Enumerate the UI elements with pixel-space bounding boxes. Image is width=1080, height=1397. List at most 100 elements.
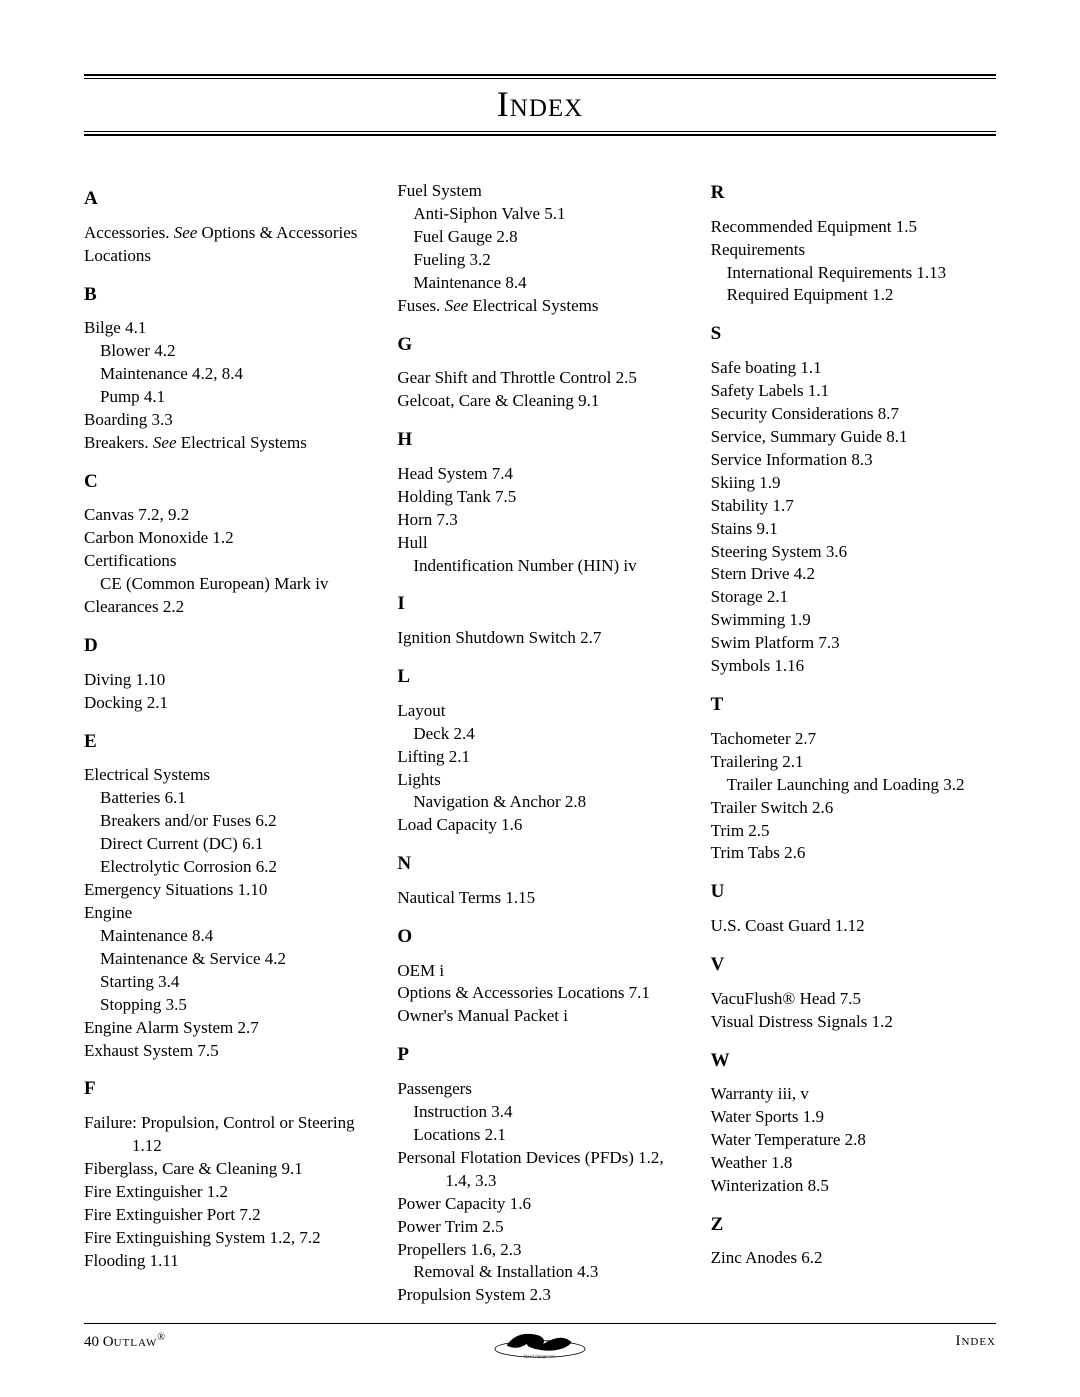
entry-text: Engine Alarm System 2.7	[84, 1018, 259, 1037]
footer-left: 40 Outlaw®	[84, 1332, 165, 1351]
index-letter: U	[711, 879, 996, 905]
index-entry: Stains 9.1	[711, 518, 996, 541]
index-entry: Trim Tabs 2.6	[711, 842, 996, 865]
entry-text: Engine	[84, 903, 132, 922]
index-letter: B	[84, 282, 369, 308]
entry-text: Service, Summary Guide 8.1	[711, 427, 908, 446]
entry-text: Stability 1.7	[711, 496, 794, 515]
entry-text: Skiing 1.9	[711, 473, 781, 492]
entry-text: Lights	[397, 770, 440, 789]
index-entry: Lifting 2.1	[397, 746, 682, 769]
index-letter: O	[397, 924, 682, 950]
registered-mark: ®	[157, 1332, 165, 1343]
index-entry: Docking 2.1	[84, 692, 369, 715]
index-section: NNautical Terms 1.15	[397, 851, 682, 910]
index-entry: International Requirements 1.13	[727, 262, 996, 285]
entry-text: Instruction 3.4	[413, 1102, 512, 1121]
index-letter: Z	[711, 1212, 996, 1238]
index-entry: Requirements	[711, 239, 996, 262]
index-entry: Electrical Systems	[84, 764, 369, 787]
index-entry: Power Capacity 1.6	[397, 1193, 682, 1216]
entry-text: Breakers and/or Fuses 6.2	[100, 811, 277, 830]
index-entry: Layout	[397, 700, 682, 723]
index-entry: Fuel Gauge 2.8	[413, 226, 682, 249]
entry-text: Swim Platform 7.3	[711, 633, 840, 652]
index-letter: G	[397, 332, 682, 358]
entry-text: Direct Current (DC) 6.1	[100, 834, 263, 853]
index-entry: Pump 4.1	[100, 386, 369, 409]
index-entry: Weather 1.8	[711, 1152, 996, 1175]
index-entry: Maintenance 8.4	[413, 272, 682, 295]
entry-text: Anti-Siphon Valve 5.1	[413, 204, 565, 223]
index-entry: Tachometer 2.7	[711, 728, 996, 751]
entry-text: Boarding 3.3	[84, 410, 173, 429]
entry-text: Maintenance & Service 4.2	[100, 949, 286, 968]
entry-text: Maintenance 8.4	[413, 273, 526, 292]
entry-text: Safety Labels 1.1	[711, 381, 830, 400]
index-letter: I	[397, 591, 682, 617]
entry-text: Electrical Systems	[84, 765, 210, 784]
entry-text: Fire Extinguisher Port 7.2	[84, 1205, 261, 1224]
index-section: OOEM iOptions & Accessories Locations 7.…	[397, 924, 682, 1028]
index-section: ZZinc Anodes 6.2	[711, 1212, 996, 1271]
entry-text: Electrolytic Corrosion 6.2	[100, 857, 277, 876]
entry-text: Starting 3.4	[100, 972, 179, 991]
entry-text: Swimming 1.9	[711, 610, 811, 629]
footer-right: Index	[955, 1333, 996, 1350]
index-entry: Batteries 6.1	[100, 787, 369, 810]
title-inner: Index	[84, 78, 996, 132]
index-entry: Engine Alarm System 2.7	[84, 1017, 369, 1040]
index-entry: Starting 3.4	[100, 971, 369, 994]
entry-text: Indentification Number (HIN) iv	[413, 556, 636, 575]
entry-text: Layout	[397, 701, 445, 720]
index-entry: VacuFlush® Head 7.5	[711, 988, 996, 1011]
entry-text: VacuFlush® Head 7.5	[711, 989, 861, 1008]
entry-text: Safe boating 1.1	[711, 358, 822, 377]
index-entry: Gear Shift and Throttle Control 2.5	[397, 367, 682, 390]
entry-text: Stains 9.1	[711, 519, 778, 538]
entry-text: Power Trim 2.5	[397, 1217, 503, 1236]
index-entry: Fuses. See Electrical Systems	[397, 295, 682, 318]
entry-text: CE (Common European) Mark iv	[100, 574, 329, 593]
entry-text: Trim 2.5	[711, 821, 770, 840]
index-entry: Storage 2.1	[711, 586, 996, 609]
entry-text: Service Information 8.3	[711, 450, 873, 469]
index-entry: Swimming 1.9	[711, 609, 996, 632]
index-entry: Required Equipment 1.2	[727, 284, 996, 307]
entry-text: Maintenance 4.2, 8.4	[100, 364, 243, 383]
index-entry: Emergency Situations 1.10	[84, 879, 369, 902]
entry-text: Fire Extinguishing System 1.2, 7.2	[84, 1228, 321, 1247]
index-entry: Head System 7.4	[397, 463, 682, 486]
index-letter: E	[84, 729, 369, 755]
index-entry: Security Considerations 8.7	[711, 403, 996, 426]
index-entry: Fire Extinguisher 1.2	[84, 1181, 369, 1204]
index-entry: Skiing 1.9	[711, 472, 996, 495]
index-entry: Fiberglass, Care & Cleaning 9.1	[84, 1158, 369, 1181]
index-entry: Deck 2.4	[413, 723, 682, 746]
index-entry: Canvas 7.2, 9.2	[84, 504, 369, 527]
entry-text: Removal & Installation 4.3	[413, 1262, 598, 1281]
index-entry: Engine	[84, 902, 369, 925]
entry-text: Fueling 3.2	[413, 250, 490, 269]
index-entry: Navigation & Anchor 2.8	[413, 791, 682, 814]
entry-text: Visual Distress Signals 1.2	[711, 1012, 893, 1031]
index-entry: Locations 2.1	[413, 1124, 682, 1147]
index-entry: Symbols 1.16	[711, 655, 996, 678]
entry-text: Batteries 6.1	[100, 788, 186, 807]
index-entry: Boarding 3.3	[84, 409, 369, 432]
index-entry: Winterization 8.5	[711, 1175, 996, 1198]
entry-text: Head System 7.4	[397, 464, 513, 483]
entry-text: Gelcoat, Care & Cleaning 9.1	[397, 391, 599, 410]
entry-text: Options & Accessories Locations 7.1	[397, 983, 650, 1002]
index-entry: Stern Drive 4.2	[711, 563, 996, 586]
index-section: BBilge 4.1Blower 4.2Maintenance 4.2, 8.4…	[84, 282, 369, 455]
see-label: See	[174, 223, 202, 242]
index-entry: Electrolytic Corrosion 6.2	[100, 856, 369, 879]
index-section: WWarranty iii, vWater Sports 1.9Water Te…	[711, 1048, 996, 1198]
index-entry: Options & Accessories Locations 7.1	[397, 982, 682, 1005]
index-section: PPassengersInstruction 3.4Locations 2.1P…	[397, 1042, 682, 1307]
footer-model: utlaw	[114, 1334, 158, 1350]
index-entry: Service Information 8.3	[711, 449, 996, 472]
entry-text: Exhaust System 7.5	[84, 1041, 219, 1060]
entry-text: Hull	[397, 533, 427, 552]
